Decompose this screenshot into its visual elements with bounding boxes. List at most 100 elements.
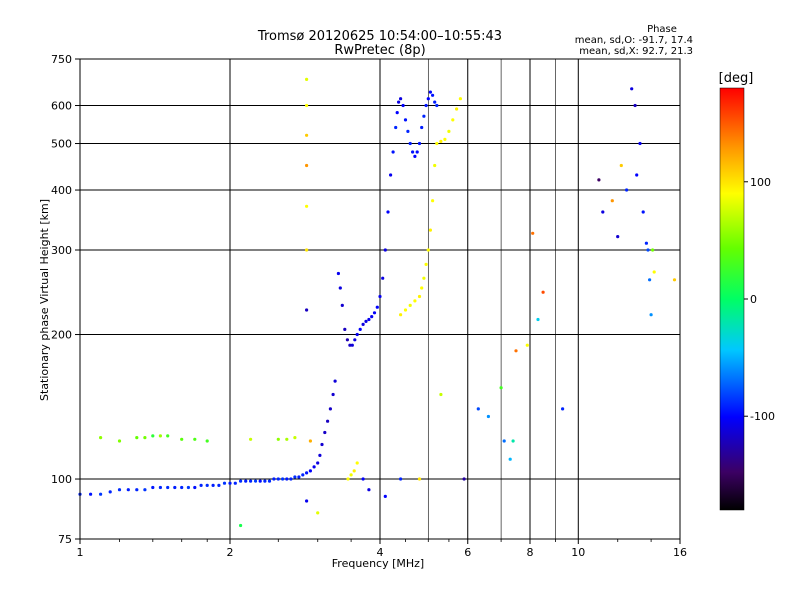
data-point [276,437,280,441]
data-point [476,407,480,411]
data-point [338,286,342,290]
data-point [428,228,432,232]
y-tick-label: 75 [58,533,72,546]
data-point [383,248,387,252]
data-point [399,477,403,481]
x-tick-label: 16 [673,546,687,559]
data-point [249,437,253,441]
x-tick-label: 8 [527,546,534,559]
data-point [312,465,316,469]
data-point [541,290,545,294]
data-point [422,276,426,280]
data-point [367,488,371,492]
data-point [217,483,221,487]
data-point [389,173,393,177]
data-point [525,343,529,347]
data-point [323,430,327,435]
colorbar-tick-label: 100 [750,176,771,189]
data-point [158,485,162,490]
data-point [350,343,354,347]
data-point [244,479,248,483]
data-point [443,137,447,141]
data-point [417,294,422,299]
axis-ticks: 1 2 4 6 8 10 16 75 100 200 300 400 500 600 750 [51,53,687,559]
data-point [205,483,209,487]
data-point [391,150,395,154]
data-point [193,437,197,441]
data-point [135,488,139,492]
data-point [386,210,390,214]
data-point [143,488,147,492]
data-point [349,473,353,477]
y-tick-label: 500 [51,138,72,151]
data-point [531,231,535,235]
data-point [435,141,439,146]
colorbar-tick-label: -100 [750,410,775,423]
colorbar-label: [deg] [719,71,754,86]
x-tick-label: 4 [377,546,384,559]
data-point [346,477,350,481]
data-point [644,241,649,245]
data-point [439,139,443,143]
phase-stats-o: mean, sd,O: -91.7, 17.4 [575,35,693,46]
data-point [431,93,435,97]
data-point [499,386,503,390]
data-point [353,338,357,342]
data-point [326,419,330,423]
phase-stats-heading: Phase [647,24,677,35]
data-point [276,477,280,481]
data-point [401,103,405,108]
data-point [249,479,253,483]
data-point [619,163,623,168]
data-point [193,485,197,490]
x-tick-label: 1 [77,546,84,559]
colorbar-ticks: 100 0 -100 [744,176,775,423]
data-point [408,141,412,146]
data-point [433,163,437,168]
y-tick-label: 100 [51,473,72,486]
data-point [305,77,309,81]
data-point [263,479,267,483]
data-point [420,125,424,130]
data-point [381,276,385,280]
x-tick-label: 2 [227,546,234,559]
data-point [305,248,309,252]
data-point [135,436,139,440]
data-point [610,199,614,203]
data-point [415,150,419,154]
data-point [561,407,565,411]
data-point [143,436,147,440]
data-point [293,436,297,440]
y-axis-label: Stationary phase Virtual Height [km] [38,199,51,401]
data-point [616,235,620,239]
data-point [428,90,432,94]
data-point [652,270,656,274]
data-point [345,338,349,342]
data-point [406,129,410,133]
data-point [399,313,403,317]
y-tick-label: 200 [51,329,72,342]
data-point [267,479,272,483]
data-point [239,479,243,483]
data-point [426,248,430,252]
data-point [646,248,650,252]
data-point [253,479,258,483]
data-point [458,97,462,101]
data-point [305,471,309,475]
data-point [649,313,653,317]
data-point [447,129,451,133]
data-point [358,327,362,331]
data-point [285,437,289,441]
data-point [126,488,130,492]
data-point [361,322,365,326]
data-point [173,485,177,490]
data-point [285,477,289,481]
data-point [383,494,387,498]
y-tick-label: 400 [51,184,72,197]
data-point [352,469,356,473]
data-point [435,103,439,108]
data-point [375,305,379,309]
data-point [305,499,309,503]
y-tick-label: 300 [51,244,72,257]
